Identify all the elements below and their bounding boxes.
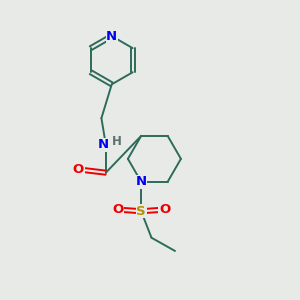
Text: O: O — [73, 163, 84, 176]
Text: N: N — [106, 29, 117, 43]
Text: N: N — [97, 138, 109, 151]
Text: N: N — [136, 175, 147, 188]
Text: S: S — [136, 205, 146, 218]
Text: H: H — [112, 135, 122, 148]
Text: O: O — [159, 203, 170, 216]
Text: O: O — [112, 203, 123, 216]
